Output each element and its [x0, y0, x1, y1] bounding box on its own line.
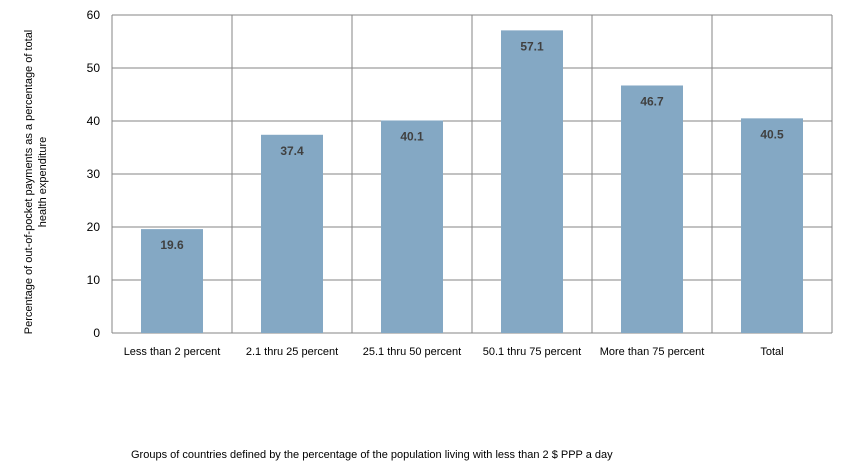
data-label: 40.5: [760, 127, 784, 141]
x-category-label: Total: [760, 346, 783, 358]
bar: [141, 229, 203, 333]
x-category-label: More than 75 percent: [600, 346, 705, 358]
bar: [501, 30, 563, 334]
bar: [261, 134, 323, 333]
y-tick-label: 20: [87, 220, 101, 234]
y-tick-label: 40: [87, 114, 101, 128]
data-label: 46.7: [640, 94, 664, 108]
y-axis-title-line1: Percentage of out-of-pocket payments as …: [23, 30, 35, 335]
bars: [141, 30, 803, 334]
data-label: 57.1: [520, 39, 544, 53]
y-tick-labels: 0 10 20 30 40 50 60: [87, 8, 101, 340]
y-tick-label: 50: [87, 61, 101, 75]
x-axis-title: Groups of countries defined by the perce…: [131, 449, 613, 461]
gridlines: [111, 14, 833, 334]
y-tick-label: 10: [87, 273, 101, 287]
data-label: 19.6: [160, 238, 184, 252]
data-label: 37.4: [280, 144, 304, 158]
x-category-label: 50.1 thru 75 percent: [483, 346, 581, 358]
x-category-label: Less than 2 percent: [124, 346, 221, 358]
x-category-label: 2.1 thru 25 percent: [246, 346, 338, 358]
y-tick-label: 60: [87, 8, 101, 22]
bar: [381, 120, 443, 333]
y-axis-title-line2: health expenditure: [37, 137, 49, 228]
y-tick-label: 0: [93, 326, 100, 340]
bar: [621, 85, 683, 334]
x-category-labels: Less than 2 percent 2.1 thru 25 percent 25…: [124, 346, 784, 358]
x-category-label: 25.1 thru 50 percent: [363, 346, 461, 358]
bar: [741, 118, 803, 333]
data-labels: 19.6 37.4 40.1 57.1 46.7 40.5: [160, 39, 784, 252]
data-label: 40.1: [400, 129, 424, 143]
y-tick-label: 30: [87, 167, 101, 181]
